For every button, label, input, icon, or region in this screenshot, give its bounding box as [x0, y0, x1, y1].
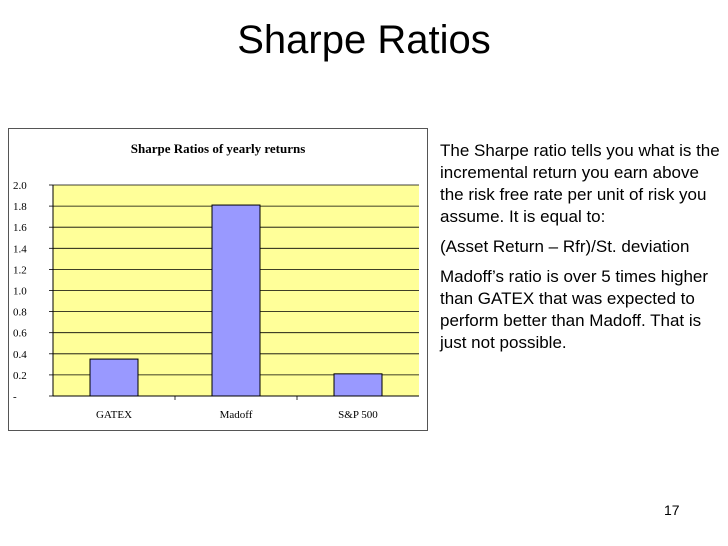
y-tick-label: 0.6 — [13, 328, 27, 340]
paragraph-formula: (Asset Return – Rfr)/St. deviation — [440, 237, 690, 256]
chart-title: Sharpe Ratios of yearly returns — [131, 141, 306, 156]
bar — [333, 373, 383, 397]
y-tick-label: 2.0 — [13, 180, 27, 192]
y-tick-label: 1.8 — [13, 201, 27, 213]
paragraph-definition: The Sharpe ratio tells you what is the i… — [440, 141, 720, 226]
chart-frame: Sharpe Ratios of yearly returns - 0.2 0.4 0.… — [8, 128, 428, 431]
sharpe-bar-chart: Sharpe Ratios of yearly returns - 0.2 0.4 0.… — [13, 141, 419, 421]
explanation-text: The Sharpe ratio tells you what is the i… — [440, 140, 725, 362]
bar — [211, 204, 261, 397]
bar — [89, 358, 139, 397]
y-tick-label: 0.2 — [13, 370, 27, 382]
slide-title: Sharpe Ratios — [237, 18, 491, 62]
y-tick-label: 1.2 — [13, 264, 27, 276]
y-tick-label: 1.0 — [13, 286, 27, 298]
page-number: 17 — [664, 502, 680, 518]
y-tick-label: - — [13, 391, 17, 403]
y-tick-label: 1.6 — [13, 222, 27, 234]
y-tick-label: 1.4 — [13, 243, 27, 255]
x-tick-label: S&P 500 — [338, 409, 378, 421]
x-tick-label: GATEX — [96, 409, 132, 421]
y-tick-label: 0.4 — [13, 349, 27, 361]
x-tick-label: Madoff — [220, 409, 253, 421]
paragraph-conclusion: Madoff’s ratio is over 5 times higher th… — [440, 267, 709, 352]
y-tick-label: 0.8 — [13, 307, 27, 319]
